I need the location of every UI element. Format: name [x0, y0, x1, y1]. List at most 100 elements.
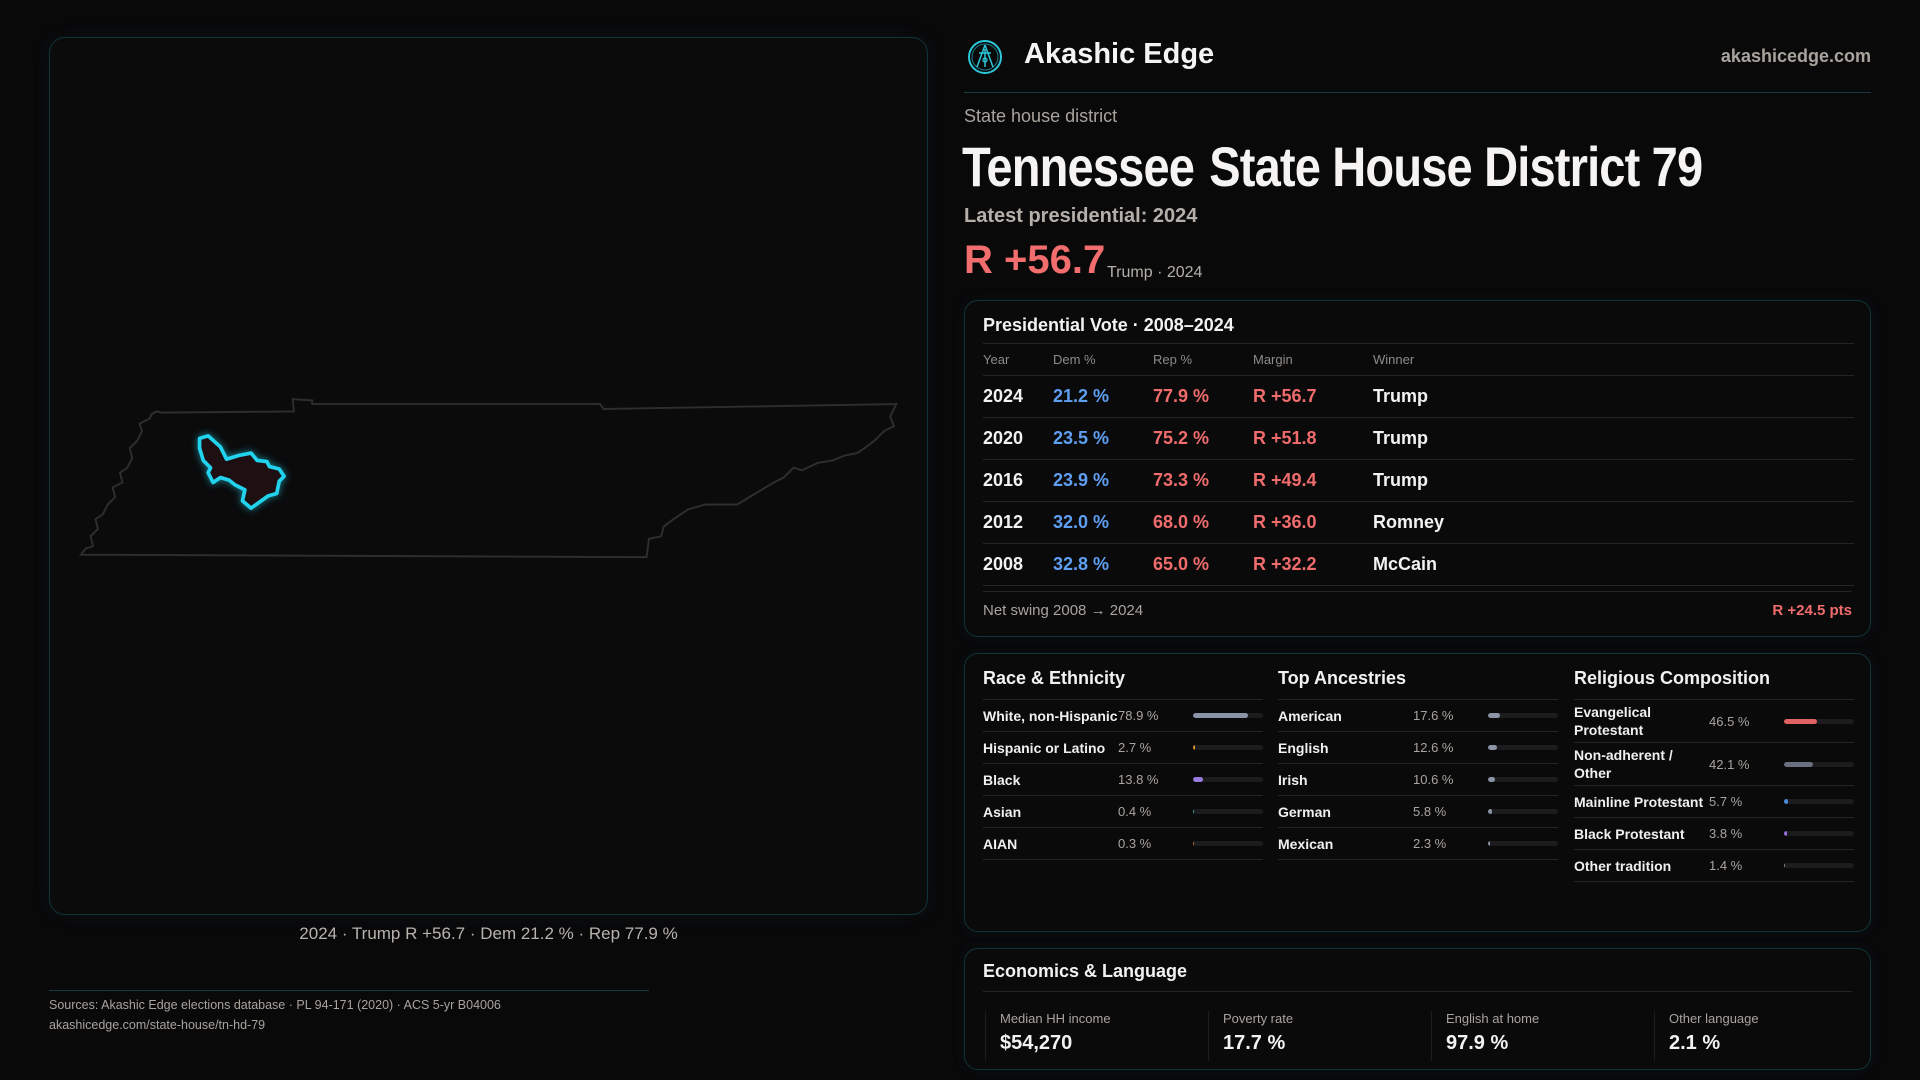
district-type-label: State house district	[964, 106, 1118, 126]
cell-dem: 32.8 %	[1053, 543, 1153, 586]
item-value: 10.6 %	[1413, 772, 1454, 787]
cell-winner: Trump	[1373, 375, 1854, 418]
cell-margin: R +56.7	[1253, 375, 1373, 418]
item-label: Black Protestant	[1574, 825, 1685, 842]
map-caption: 2024 · Trump R +56.7 · Dem 21.2 % · Rep …	[299, 924, 678, 943]
item-label: German	[1278, 803, 1331, 820]
share-bar	[1784, 761, 1854, 767]
title-state: Tennessee	[962, 135, 1195, 198]
latest-presidential-label: Latest presidential: 2024	[964, 205, 1198, 227]
page-title: Tennessee State House District 79	[962, 134, 1703, 199]
share-bar-fill	[1488, 713, 1501, 718]
list-item: Asian 0.4 %	[983, 796, 1263, 828]
page-url[interactable]: akashicedge.com/state-house/tn-hd-79	[49, 1018, 266, 1032]
item-value: 78.9 %	[1118, 708, 1159, 723]
table-row: 2024 21.2 % 77.9 % R +56.7 Trump	[983, 375, 1854, 418]
share-bar-fill	[1784, 831, 1787, 836]
share-bar-fill	[1193, 777, 1203, 782]
list-item: Non-adherent / Other 42.1 %	[1574, 743, 1854, 786]
item-label: Mexican	[1278, 835, 1334, 852]
share-bar	[1784, 863, 1854, 868]
share-bar	[1784, 718, 1854, 724]
item-label: Other tradition	[1574, 857, 1672, 874]
table-row: 2016 23.9 % 73.3 % R +49.4 Trump	[983, 459, 1854, 502]
share-bar	[1488, 841, 1558, 846]
map-panel[interactable]	[49, 37, 928, 915]
item-value: 2.3 %	[1413, 836, 1447, 851]
list-item: White, non-Hispanic 78.9 %	[983, 700, 1263, 732]
cell-margin: R +49.4	[1253, 459, 1373, 502]
demographic-column: Top Ancestries American 17.6 % English 12.6 …	[1278, 668, 1558, 860]
demographic-column: Race & Ethnicity White, non-Hispanic 78.9 …	[983, 668, 1263, 860]
stat-label: Other language	[1669, 1011, 1759, 1026]
table-row: 2020 23.5 % 75.2 % R +51.8 Trump	[983, 417, 1854, 460]
item-value: 42.1 %	[1709, 756, 1750, 772]
share-bar	[1193, 777, 1263, 782]
item-label: Black	[983, 771, 1021, 788]
item-value: 3.8 %	[1709, 826, 1743, 841]
net-swing-label: Net swing 2008 → 2024	[983, 602, 1144, 619]
share-bar-fill	[1488, 777, 1496, 782]
share-bar	[1488, 713, 1558, 718]
cell-winner: Trump	[1373, 459, 1854, 502]
cell-rep: 75.2 %	[1153, 417, 1253, 460]
table-row: 2008 32.8 % 65.0 % R +32.2 McCain	[983, 543, 1854, 586]
cell-rep: 73.3 %	[1153, 459, 1253, 502]
item-value: 1.4 %	[1709, 858, 1743, 873]
cell-year: 2024	[983, 375, 1053, 418]
sources-text: Sources: Akashic Edge elections database…	[49, 998, 501, 1012]
column-title: Race & Ethnicity	[983, 668, 1126, 688]
stat-tile: Poverty rate 17.7 %	[1208, 1011, 1428, 1061]
table-row: 2012 32.0 % 68.0 % R +36.0 Romney	[983, 501, 1854, 544]
stat-value: 97.9 %	[1446, 1032, 1509, 1054]
vote-table: Year Dem % Rep % Margin Winner 2024 21.2 % 77.…	[983, 343, 1854, 586]
list-item: Black 13.8 %	[983, 764, 1263, 796]
vote-card-title: Presidential Vote · 2008–2024	[983, 315, 1234, 335]
item-label: Mainline Protestant	[1574, 793, 1704, 810]
item-value: 12.6 %	[1413, 740, 1454, 755]
share-bar	[1193, 809, 1263, 814]
cell-rep: 77.9 %	[1153, 375, 1253, 418]
stat-tile: Other language 2.1 %	[1654, 1011, 1874, 1061]
presidential-vote-card: Presidential Vote · 2008–2024 Year Dem % R…	[964, 300, 1871, 637]
item-value: 0.3 %	[1118, 836, 1152, 851]
share-bar-fill	[1784, 761, 1814, 767]
share-bar-fill	[1784, 799, 1788, 804]
cell-year: 2012	[983, 501, 1053, 544]
share-bar-fill	[1784, 863, 1785, 868]
list-item: AIAN 0.3 %	[983, 828, 1263, 860]
title-district: State House District 79	[1209, 135, 1703, 198]
list-item: Other tradition 1.4 %	[1574, 850, 1854, 882]
item-label: AIAN	[983, 835, 1018, 852]
item-label: Asian	[983, 803, 1022, 820]
cell-winner: McCain	[1373, 543, 1854, 586]
column-header: Winner	[1373, 343, 1854, 376]
stat-value: 17.7 %	[1223, 1032, 1286, 1054]
stat-tile: English at home 97.9 %	[1431, 1011, 1651, 1061]
cell-margin: R +36.0	[1253, 501, 1373, 544]
latest-margin-winner: Trump · 2024	[1107, 264, 1203, 281]
cell-rep: 68.0 %	[1153, 501, 1253, 544]
economics-title: Economics & Language	[983, 961, 1188, 981]
item-value: 5.8 %	[1413, 804, 1447, 819]
column-header: Year	[983, 343, 1053, 376]
column-header: Margin	[1253, 343, 1373, 376]
site-link[interactable]: akashicedge.com	[1720, 46, 1871, 66]
share-bar	[1488, 809, 1558, 814]
item-label: White, non-Hispanic	[983, 707, 1118, 724]
economics-card: Economics & Language Median HH income $54…	[964, 948, 1871, 1070]
item-value: 5.7 %	[1709, 794, 1743, 809]
stat-value: $54,270	[1000, 1032, 1073, 1054]
share-bar	[1488, 745, 1558, 750]
stat-value: 2.1 %	[1669, 1032, 1721, 1054]
column-header: Dem %	[1053, 343, 1153, 376]
list-item: Mainline Protestant 5.7 %	[1574, 786, 1854, 818]
cell-winner: Romney	[1373, 501, 1854, 544]
demographic-column: Religious Composition Evangelical Protest…	[1574, 668, 1854, 882]
divider	[1574, 699, 1854, 700]
cell-dem: 23.5 %	[1053, 417, 1153, 460]
net-swing-value: R +24.5 pts	[1772, 602, 1852, 619]
list-item: American 17.6 %	[1278, 700, 1558, 732]
share-bar-fill	[1488, 809, 1493, 814]
column-header: Rep %	[1153, 343, 1253, 376]
